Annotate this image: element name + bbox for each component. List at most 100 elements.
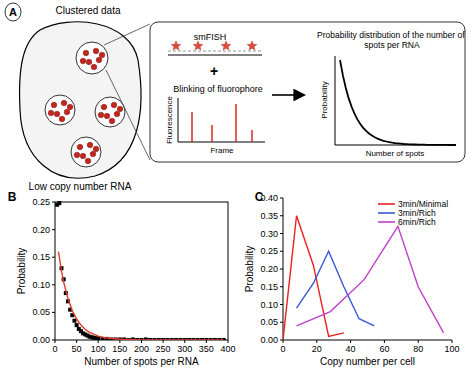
y-tick [52,202,55,203]
rna-spot [117,106,123,112]
rna-spot [114,111,120,117]
x-tick [163,340,164,343]
x-tick-label: 350 [199,344,214,354]
x-tick [119,340,120,343]
y-tick [52,229,55,230]
x-tick-label: 80 [413,344,423,354]
y-tick-label: 0.05 [260,317,278,327]
y-tick [52,257,55,258]
blink-spike [191,112,193,142]
blink-spike [235,104,237,142]
blink-axis [178,98,179,142]
y-tick [280,198,283,199]
x-tick [76,340,77,343]
rna-spot [59,116,65,122]
x-tick-label: 400 [220,344,235,354]
result-axis [335,56,336,145]
result-title: Probability distribution of the number o… [317,30,467,50]
rna-spot [101,104,107,110]
rna-spot [111,102,117,108]
blink-spike [251,130,253,142]
rna-spot [87,142,93,148]
plus-sign: + [210,63,218,79]
rna-spot [83,50,89,56]
legend-swatch [378,221,395,223]
rna-spot [67,104,73,110]
panel-label: B [8,190,17,204]
rna-spot [77,144,83,150]
zoom-line [106,70,150,160]
rna-spot [48,110,54,116]
series-line [297,226,444,333]
figure: AClustered dataLow copy number RNAsmFISH… [0,0,474,370]
x-tick [418,340,419,343]
data-point [72,319,76,323]
cell [20,22,141,178]
y-tick [280,322,283,323]
legend-swatch [378,203,395,205]
rna-spot [54,111,60,117]
result-title-line: Probability distribution of the number o… [317,30,467,40]
y-tick [280,304,283,305]
chart-1: 0204060801000.000.050.100.150.200.250.30… [244,190,460,367]
rna-spot [51,102,57,108]
rna-spot [61,100,67,106]
data-point [75,323,79,327]
rna-spot [96,57,102,63]
rna-spot [74,152,80,158]
y-tick-label: 0.30 [260,229,278,239]
x-tick-label: 0 [52,344,57,354]
y-tick [280,269,283,270]
y-tick [52,284,55,285]
y-tick [280,251,283,252]
x-axis-label: Copy number per cell [320,356,415,367]
y-tick-label: 0.35 [260,211,278,221]
y-tick-label: 0.20 [32,225,50,235]
plot-frame [55,202,228,340]
rna-spot [104,113,110,119]
y-axis-label: Probability [244,246,255,293]
y-tick-label: 0.00 [260,335,278,345]
x-tick-label: 300 [177,344,192,354]
y-tick [280,340,283,341]
fluorophore [193,41,203,50]
x-tick [141,340,142,343]
data-point [57,201,61,205]
rna-spot [64,109,70,115]
panel-label: A [9,6,17,18]
rna-spot [93,48,99,54]
cluster [76,42,108,74]
y-tick-label: 0.20 [260,264,278,274]
result-curve [340,60,456,145]
x-tick [452,340,453,343]
x-tick-label: 100 [91,344,106,354]
rna-spot [86,59,92,65]
series-line [58,252,223,340]
blink-spike [211,125,213,142]
cluster [45,95,75,125]
x-tick [350,340,351,343]
y-tick [280,286,283,287]
x-tick-label: 40 [346,344,356,354]
x-tick-label: 100 [444,344,459,354]
rna-spot [91,64,97,70]
result-x-label: Number of spots [366,149,425,158]
method-label: smFISH [194,32,227,42]
arrow [272,94,303,96]
series-line [283,216,344,340]
panel-a: AClustered dataLow copy number RNAsmFISH… [5,3,467,192]
x-tick [98,340,99,343]
chart-0: 0501001502002503003504000.000.050.100.15… [8,190,236,367]
x-tick [384,340,385,343]
result-y-label: Probability [320,81,329,118]
blinking-title: Blinking of fluorophore [173,84,263,94]
x-tick [228,340,229,343]
rna-spot [93,146,99,152]
marks [55,201,226,340]
x-tick-label: 250 [156,344,171,354]
y-tick-label: 0.10 [32,280,50,290]
panel-label: C [255,190,264,204]
y-tick-label: 0.00 [32,335,50,345]
probe-strand [168,51,262,52]
zoom-box [150,22,465,162]
